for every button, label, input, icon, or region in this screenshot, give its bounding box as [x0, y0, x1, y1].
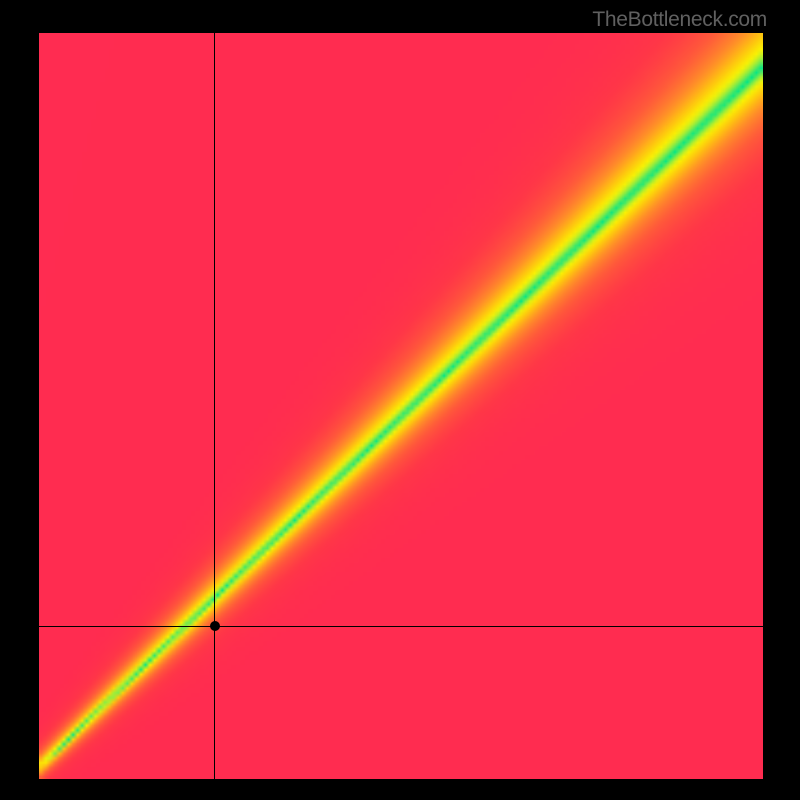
heatmap-plot [39, 33, 763, 779]
chart-container: TheBottleneck.com [0, 0, 800, 800]
crosshair-vertical [214, 33, 215, 779]
watermark-text: TheBottleneck.com [592, 8, 767, 32]
intersection-marker [210, 621, 220, 631]
crosshair-horizontal [39, 626, 763, 627]
heatmap-canvas [39, 33, 763, 779]
